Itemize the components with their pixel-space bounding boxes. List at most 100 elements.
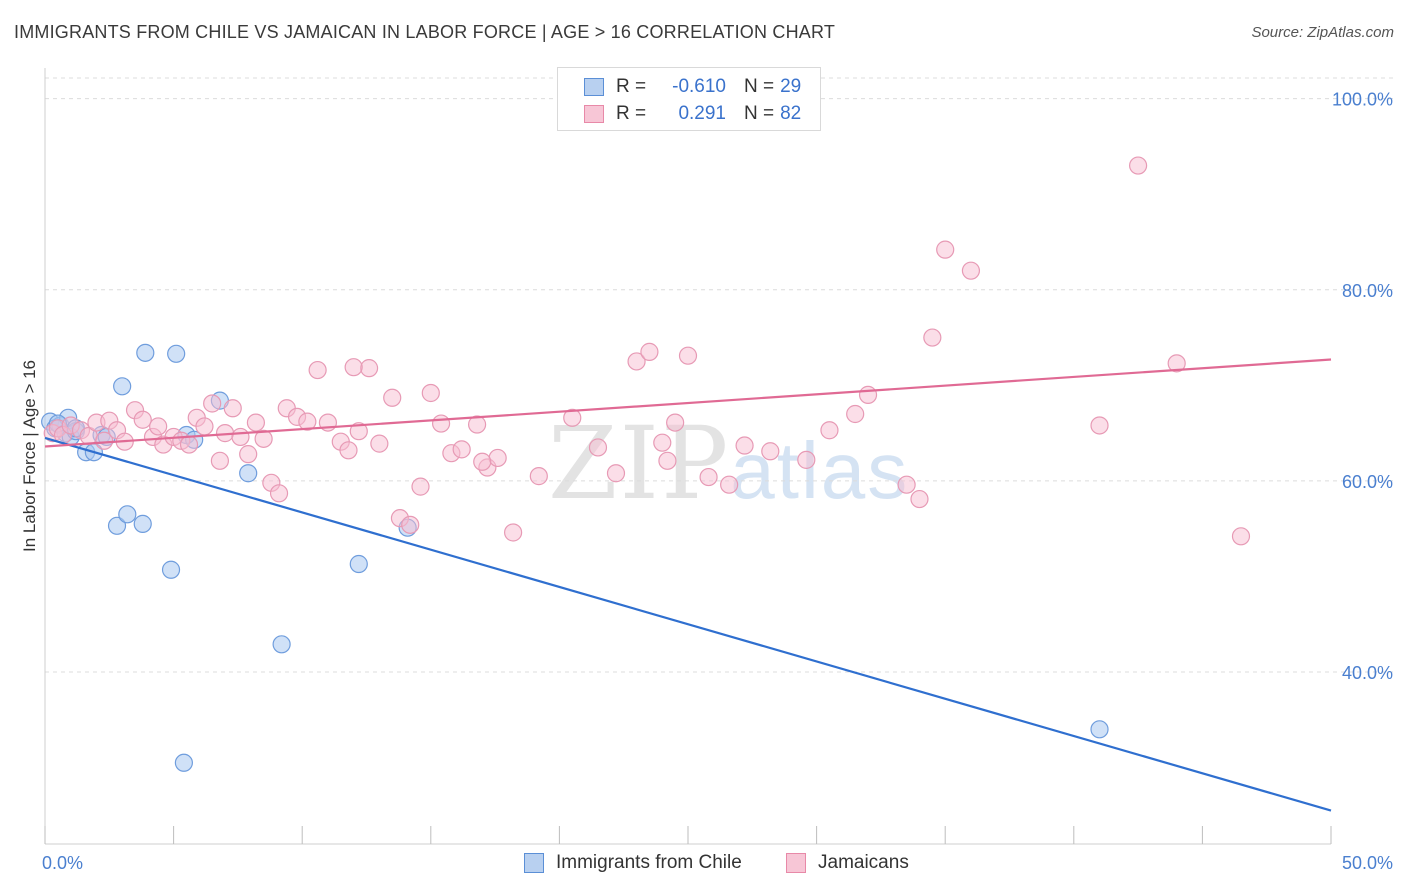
legend-r-label: R = [616, 76, 647, 97]
jamaican-point [411, 477, 430, 496]
jamaican-point [370, 434, 389, 453]
y-tick-label: 40.0% [1342, 663, 1393, 683]
legend-swatch-chile [524, 853, 544, 873]
jamaican-point [421, 383, 440, 403]
jamaican-point [452, 440, 471, 459]
legend-n-label: N = [744, 103, 775, 124]
jamaican-point [858, 385, 878, 404]
chile-point [113, 377, 132, 396]
legend-r-label: R = [616, 103, 647, 124]
jamaican-point [699, 467, 718, 487]
jamaican-point [298, 412, 317, 431]
watermark-atlas: atlas [730, 426, 910, 515]
correlation-legend: R = -0.610 N = 29 R = 0.291 N = 82 [557, 67, 821, 131]
trend-lines [44, 358, 1332, 812]
jamaican-point [383, 388, 402, 407]
chile-trend-line [44, 436, 1332, 812]
legend-item-chile[interactable]: Immigrants from Chile [524, 852, 742, 874]
grid-lines [45, 77, 1394, 673]
jamaican-point [735, 436, 754, 455]
legend-row-chile: R = -0.610 N = 29 [584, 75, 801, 99]
jamaican-point [897, 475, 916, 494]
chile-point [349, 554, 368, 574]
jamaican-point [179, 435, 199, 454]
jamaican-point [720, 475, 739, 494]
jamaican-point [936, 240, 955, 259]
jamaican-point [910, 489, 929, 509]
chile-point [272, 635, 291, 654]
jamaican-point [344, 358, 363, 377]
legend-swatch-jamaicans [786, 853, 806, 873]
jamaican-point [820, 421, 839, 440]
source-label: Source: ZipAtlas.com [1251, 24, 1394, 41]
legend-n-label: N = [744, 76, 775, 97]
series-legend: Immigrants from Chile Jamaicans [0, 852, 1406, 876]
y-tick-label: 80.0% [1342, 281, 1393, 301]
jamaican-point [359, 359, 379, 378]
y-axis-title: In Labor Force | Age > 16 [20, 360, 39, 552]
chile-point [239, 464, 258, 483]
jamaican-point [246, 413, 266, 432]
legend-n-value: 29 [780, 76, 802, 97]
jamaican-point [761, 442, 780, 461]
legend-label-chile: Immigrants from Chile [556, 852, 742, 873]
jamaican-point [239, 445, 258, 464]
jamaican-point [269, 484, 289, 503]
chile-point [167, 344, 186, 363]
legend-n-value: 82 [780, 103, 802, 124]
chile-point [118, 505, 137, 524]
axes [44, 68, 1332, 845]
jamaican-point [627, 352, 646, 371]
jamaican-point [431, 414, 451, 433]
chile-point [1090, 720, 1109, 739]
jamaican-point [210, 451, 229, 470]
jamaican-point [195, 417, 214, 436]
legend-r-value: -0.610 [672, 76, 726, 97]
data-points [41, 156, 1251, 772]
jamaican-point [254, 429, 273, 448]
jamaican-trend-line [44, 358, 1332, 448]
jamaican-point [529, 467, 548, 486]
y-tick-label: 60.0% [1342, 472, 1393, 492]
jamaican-point [846, 404, 865, 424]
legend-row-jamaicans: R = 0.291 N = 82 [584, 102, 801, 126]
jamaican-point [797, 450, 816, 469]
jamaican-point [563, 408, 582, 427]
jamaican-point [923, 328, 942, 347]
jamaican-point [149, 417, 168, 436]
legend-swatch-chile [584, 78, 604, 96]
jamaican-point [1231, 527, 1251, 546]
jamaican-point [658, 451, 677, 470]
jamaican-point [473, 452, 492, 471]
jamaican-point [961, 261, 981, 280]
jamaican-point [467, 415, 487, 434]
jamaican-point [1090, 416, 1109, 435]
jamaican-point [606, 464, 626, 483]
tick-labels: 40.0% 60.0% 80.0% 100.0% 0.0% 50.0% [42, 90, 1393, 873]
legend-r-value: 0.291 [678, 103, 726, 124]
jamaican-point [308, 360, 327, 380]
jamaican-point [401, 515, 420, 534]
jamaican-point [588, 438, 608, 457]
jamaican-point [223, 399, 242, 418]
jamaican-point [231, 427, 250, 447]
jamaican-point [666, 413, 685, 432]
jamaican-point [488, 448, 507, 468]
jamaican-point [133, 410, 152, 429]
chile-point [133, 514, 152, 533]
jamaican-point [339, 441, 358, 460]
jamaican-point [678, 346, 698, 365]
legend-item-jamaicans[interactable]: Jamaicans [786, 852, 909, 874]
jamaican-point [349, 422, 368, 441]
jamaican-point [504, 523, 523, 542]
chile-point [136, 343, 155, 362]
legend-label-jamaicans: Jamaicans [818, 852, 909, 873]
y-tick-label: 100.0% [1332, 90, 1393, 110]
chile-point [161, 560, 181, 579]
chile-point [107, 516, 127, 535]
jamaican-point [640, 342, 659, 361]
jamaican-point [203, 394, 222, 413]
jamaican-point [95, 431, 114, 450]
x-tick-label: 50.0% [1342, 853, 1393, 873]
